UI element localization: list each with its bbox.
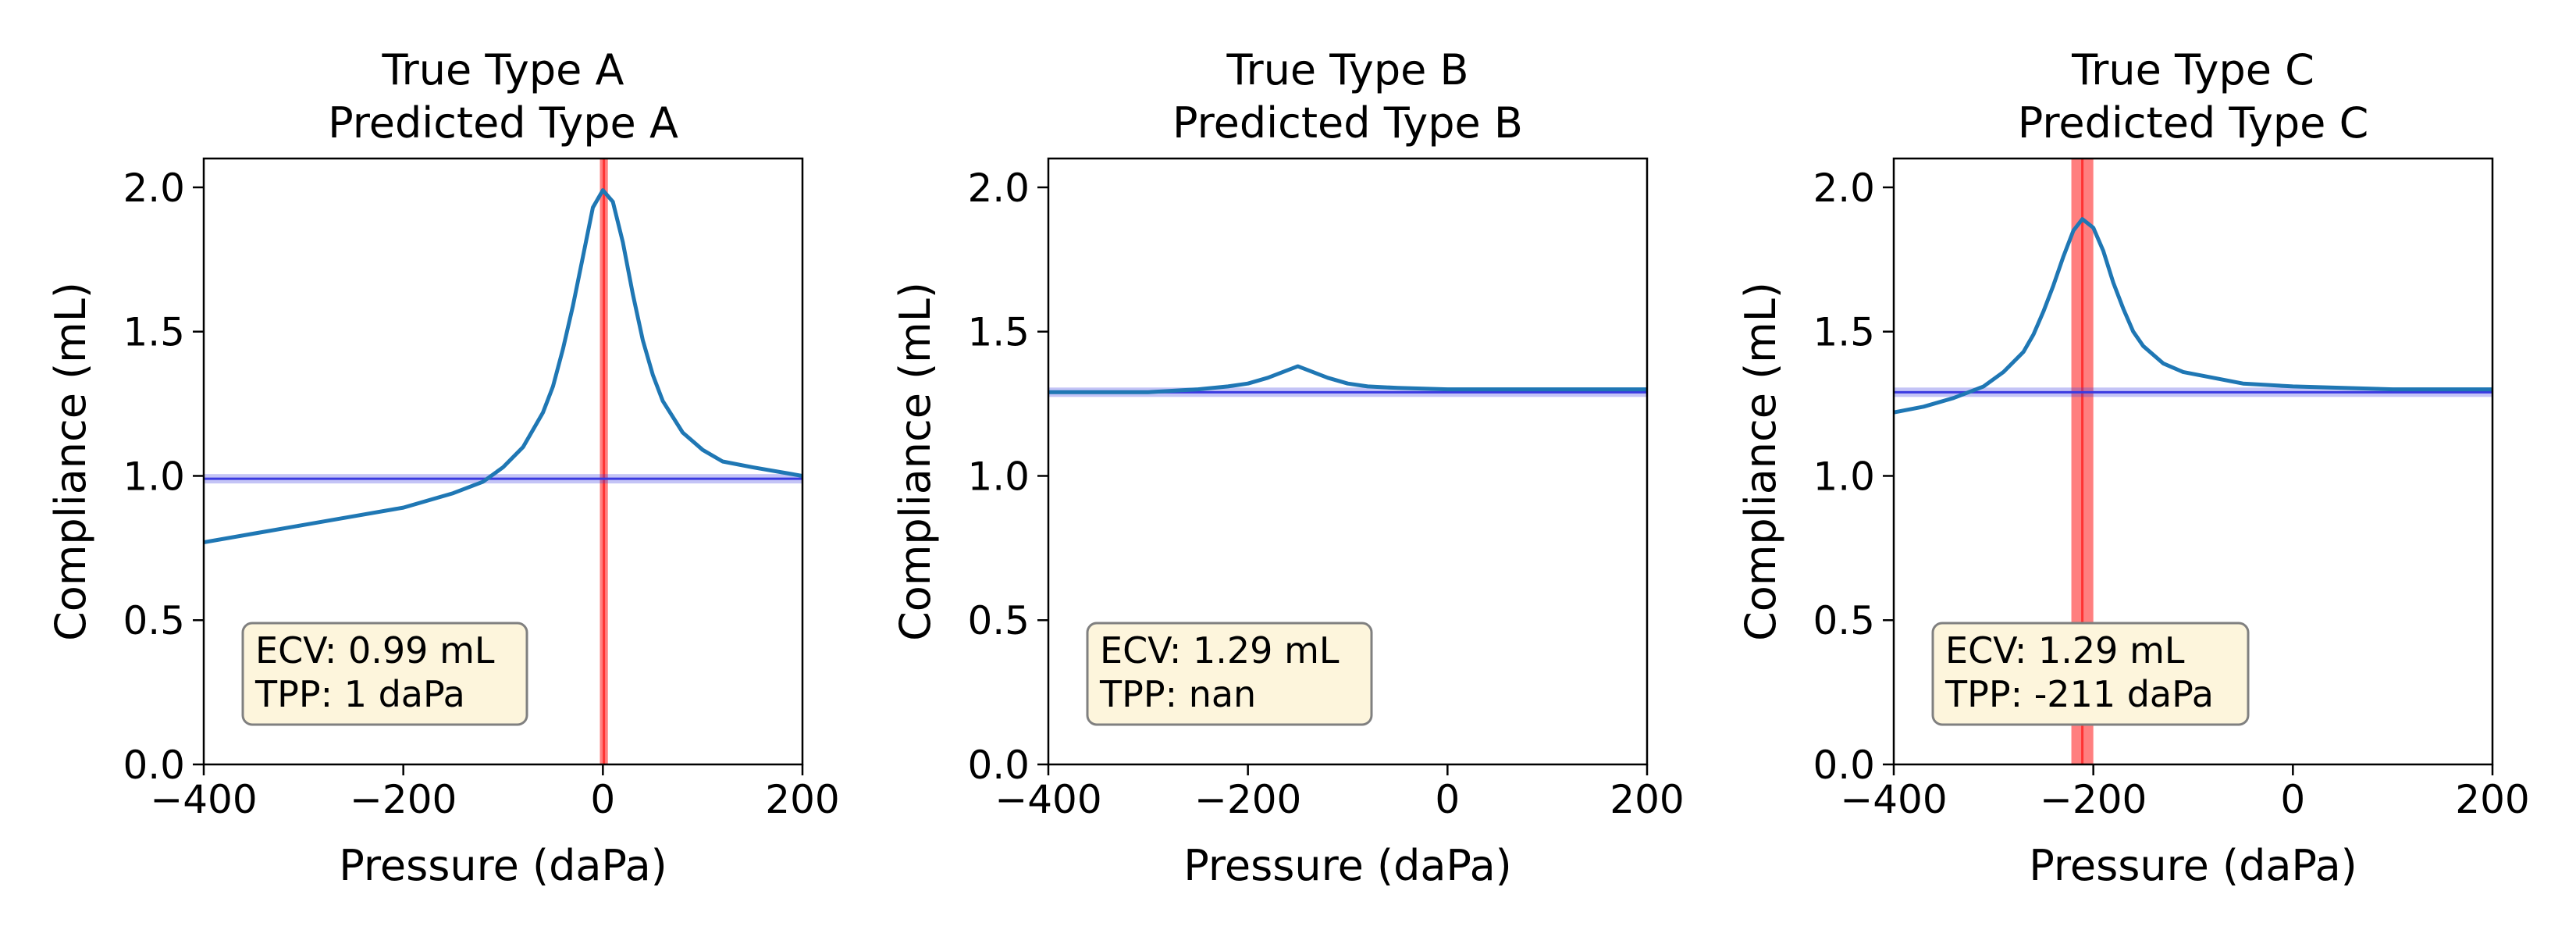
y-tick-label: 1.5 bbox=[967, 310, 1030, 355]
stats-box bbox=[1086, 622, 1373, 726]
x-tick-label: 200 bbox=[2455, 777, 2529, 822]
compliance-curve-1 bbox=[204, 188, 802, 544]
y-tick-label: 0.0 bbox=[1813, 743, 1875, 788]
stats-box bbox=[1931, 622, 2250, 726]
chart-title-line-1: True Type C bbox=[2071, 45, 2314, 94]
tpp-text: TPP: 1 daPa bbox=[254, 673, 465, 715]
x-tick-label: 200 bbox=[765, 777, 839, 822]
axes-frame bbox=[1047, 157, 1649, 766]
compliance-curve-1 bbox=[1048, 364, 1647, 394]
x-tick-label: −200 bbox=[1194, 777, 1301, 822]
y-tick-label: 0.5 bbox=[967, 598, 1030, 643]
x-axis-label: Pressure (daPa) bbox=[2029, 841, 2357, 890]
y-tick-label: 0.5 bbox=[1813, 598, 1875, 643]
x-tick-label: −400 bbox=[150, 777, 257, 822]
y-tick-label: 1.0 bbox=[123, 454, 185, 499]
y-tick-label: 2.0 bbox=[1813, 166, 1875, 211]
x-tick-label: −200 bbox=[350, 777, 457, 822]
x-tick-label: −400 bbox=[1840, 777, 1947, 822]
x-tick-label: 0 bbox=[590, 777, 615, 822]
plot-area bbox=[1048, 364, 1647, 397]
y-tick-label: 0.0 bbox=[967, 743, 1030, 788]
y-tick-label: 0.0 bbox=[123, 743, 185, 788]
x-tick-label: 0 bbox=[1435, 777, 1460, 822]
compliance-curve-1 bbox=[1894, 217, 2492, 415]
y-tick-label: 0.5 bbox=[123, 598, 185, 643]
chart-title-line-2: Predicted Type B bbox=[1172, 98, 1523, 148]
y-axis-label: Compliance (mL) bbox=[1736, 282, 1785, 641]
x-tick-label: 200 bbox=[1610, 777, 1684, 822]
x-axis-label: Pressure (daPa) bbox=[1183, 841, 1511, 890]
x-tick-label: −400 bbox=[994, 777, 1101, 822]
y-tick-label: 1.5 bbox=[1813, 310, 1875, 355]
chart-title-line-1: True Type B bbox=[1226, 45, 1468, 94]
ecv-text: ECV: 1.29 mL bbox=[1100, 629, 1340, 672]
x-tick-label: −200 bbox=[2040, 777, 2147, 822]
chart-title-line-2: Predicted Type C bbox=[2018, 98, 2369, 148]
axes-frame bbox=[1892, 157, 2494, 766]
x-tick-label: 0 bbox=[2280, 777, 2305, 822]
stats-box bbox=[241, 622, 528, 726]
chart-title-line-2: Predicted Type A bbox=[328, 98, 678, 148]
y-tick-label: 2.0 bbox=[967, 166, 1030, 211]
axes-frame bbox=[202, 157, 804, 766]
ecv-text: ECV: 0.99 mL bbox=[255, 629, 495, 672]
y-tick-label: 1.0 bbox=[967, 454, 1030, 499]
y-tick-label: 2.0 bbox=[123, 166, 185, 211]
chart-title-line-1: True Type A bbox=[382, 45, 624, 94]
y-tick-label: 1.5 bbox=[123, 310, 185, 355]
ecv-text: ECV: 1.29 mL bbox=[1945, 629, 2185, 672]
y-axis-label: Compliance (mL) bbox=[891, 282, 940, 641]
tpp-text: TPP: -211 daPa bbox=[1944, 673, 2214, 715]
plot-area bbox=[204, 159, 802, 764]
tpp-text: TPP: nan bbox=[1099, 673, 1256, 715]
x-axis-label: Pressure (daPa) bbox=[339, 841, 667, 890]
y-axis-label: Compliance (mL) bbox=[46, 282, 95, 641]
y-tick-label: 1.0 bbox=[1813, 454, 1875, 499]
